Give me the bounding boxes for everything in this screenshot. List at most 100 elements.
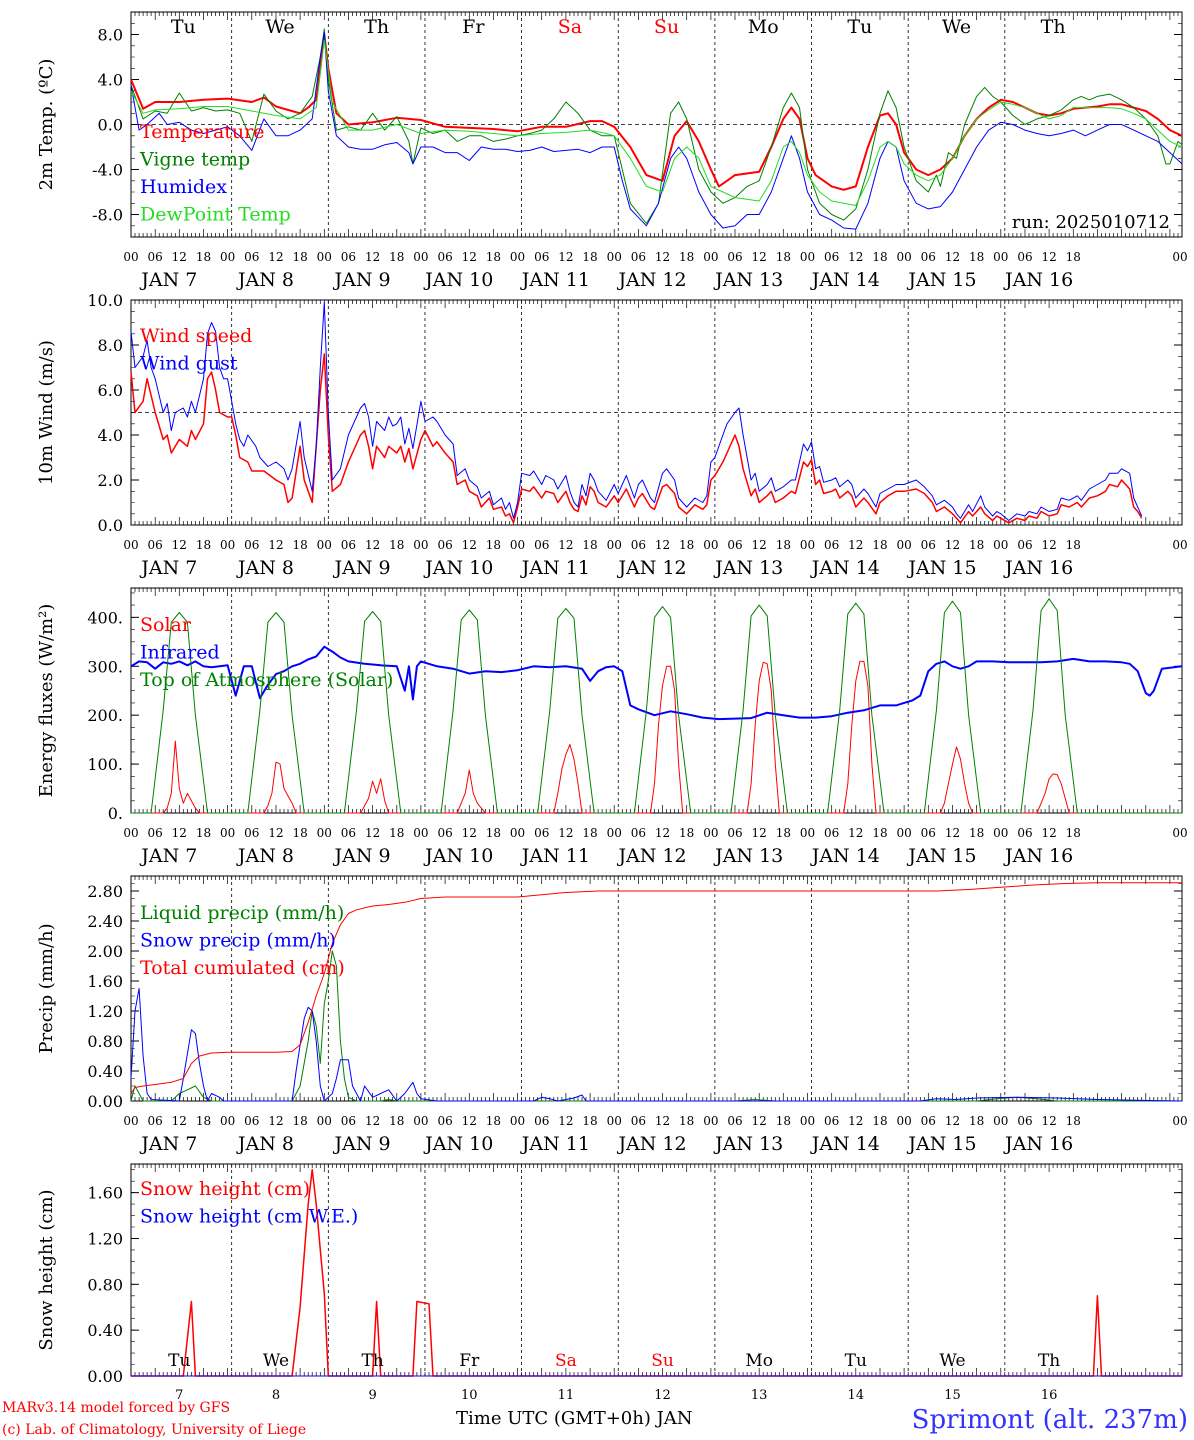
hour-tick-label: 18 (486, 538, 501, 552)
y-tick-label: 0.0 (98, 516, 123, 535)
weekday-label: Tu (171, 16, 196, 38)
station-label: Sprimont (alt. 237m) (912, 1405, 1188, 1435)
hour-tick-label: 12 (1041, 250, 1056, 264)
hour-tick-label: 12 (752, 826, 767, 840)
hour-tick-label: 12 (945, 538, 960, 552)
weekday-label: Sa (555, 1351, 577, 1371)
y-tick-label: 0.80 (87, 1032, 123, 1051)
y-tick-label: 1.20 (87, 1002, 123, 1021)
series-line-temp-0 (130, 33, 1183, 191)
hour-tick-label: 00 (897, 1114, 912, 1128)
hour-tick-label: 00 (317, 826, 332, 840)
hour-tick-label: 00 (123, 1114, 138, 1128)
hour-tick-label: 00 (317, 250, 332, 264)
day-number-label: 8 (272, 1388, 280, 1403)
series-line-wind-0 (130, 353, 1143, 524)
hour-tick-label: 00 (703, 538, 718, 552)
legend-entry: Vigne temp (139, 149, 250, 171)
legend-entry: Snow precip (mm/h) (140, 930, 336, 952)
hour-tick-label: 12 (268, 1114, 283, 1128)
legend-entry: Snow height (cm W.E.) (140, 1206, 358, 1228)
hour-tick-label: 00 (607, 250, 622, 264)
hour-tick-label: 00 (703, 826, 718, 840)
y-tick-label: 1.20 (87, 1229, 123, 1248)
hour-tick-label: 00 (993, 826, 1008, 840)
y-tick-label: -8.0 (92, 206, 123, 225)
weekday-label: Fr (459, 1351, 480, 1371)
date-label: JAN 15 (906, 557, 976, 579)
lab-credit: (c) Lab. of Climatology, University of L… (2, 1422, 306, 1438)
y-tick-label: 400. (87, 608, 123, 627)
weekday-label: Su (654, 16, 679, 38)
hour-tick-label: 18 (196, 250, 211, 264)
hour-tick-label: 12 (268, 538, 283, 552)
date-label: JAN 16 (1003, 269, 1073, 291)
date-label: JAN 12 (616, 845, 686, 867)
date-label: JAN 10 (423, 269, 493, 291)
date-label: JAN 9 (333, 1133, 391, 1155)
series-line-flux-1 (130, 645, 1183, 721)
hour-tick-label: 12 (848, 1114, 863, 1128)
y-tick-label: 4.0 (98, 71, 123, 90)
hour-tick-label: 18 (872, 538, 887, 552)
date-label: JAN 13 (713, 845, 783, 867)
y-tick-label: 1.60 (87, 1184, 123, 1203)
date-label: JAN 15 (906, 1133, 976, 1155)
day-number-label: 14 (848, 1388, 865, 1403)
hour-tick-label: 12 (848, 250, 863, 264)
hour-tick-label: 18 (679, 538, 694, 552)
hour-tick-label: 18 (582, 538, 597, 552)
hour-tick-label: 18 (969, 1114, 984, 1128)
y-tick-label: 0.40 (87, 1321, 123, 1340)
hour-tick-label: 12 (558, 826, 573, 840)
y-tick-label: -4.0 (92, 161, 123, 180)
panel-flux: 0. 100. 200. 300. 400. Energy fluxes (W/m²) So… (36, 587, 1188, 867)
hour-tick-label: 00 (220, 1114, 235, 1128)
day-number-label: 9 (368, 1388, 376, 1403)
hour-tick-label: 00 (510, 1114, 525, 1128)
day-number-label: 16 (1041, 1388, 1058, 1403)
panel-frame (130, 587, 1183, 814)
hour-tick-label: 00 (607, 538, 622, 552)
hour-tick-label: 00 (897, 250, 912, 264)
hour-tick-label: 18 (389, 826, 404, 840)
hour-tick-label: 00 (993, 1114, 1008, 1128)
panel-precip: 0.00 0.40 0.80 1.20 1.60 2.00 2.40 2.80 Precip (… (36, 875, 1188, 1155)
hour-tick-label: 12 (558, 538, 573, 552)
hour-tick-label: 00 (220, 826, 235, 840)
series-line-temp-1 (130, 28, 1183, 224)
hour-tick-label: 18 (196, 538, 211, 552)
weekday-label: Th (361, 1351, 383, 1371)
hour-tick-label: 12 (172, 538, 187, 552)
hour-tick-label: 18 (196, 1114, 211, 1128)
hour-tick-label: 12 (752, 250, 767, 264)
hour-tick-label: 06 (534, 250, 549, 264)
series-line-flux-0 (131, 660, 1182, 814)
hour-tick-label: 18 (776, 250, 791, 264)
hour-tick-label: 18 (486, 826, 501, 840)
hour-tick-label: 06 (534, 1114, 549, 1128)
date-label: JAN 11 (520, 269, 590, 291)
hour-tick-label: 00 (703, 250, 718, 264)
hour-tick-label: 18 (776, 1114, 791, 1128)
y-tick-label: 6.0 (98, 381, 123, 400)
weekday-label: Mo (745, 1351, 773, 1371)
date-label: JAN 13 (713, 557, 783, 579)
hour-tick-label: 00 (220, 250, 235, 264)
series-line-flux-2 (131, 598, 1182, 814)
hour-tick-label: 00 (800, 1114, 815, 1128)
hour-tick-label: 06 (437, 250, 452, 264)
hour-tick-label: 06 (631, 826, 646, 840)
date-label: JAN 14 (810, 269, 880, 291)
weekday-label: Mo (748, 16, 779, 38)
hour-tick-label: 18 (1066, 826, 1081, 840)
hour-tick-label: 00 (123, 250, 138, 264)
weekday-label: We (265, 16, 294, 38)
legend-entry: Total cumulated (cm) (140, 957, 345, 979)
date-label: JAN 13 (713, 1133, 783, 1155)
legend-entry: Infrared (140, 642, 220, 664)
hour-tick-label: 18 (872, 250, 887, 264)
hour-tick-label: 06 (921, 826, 936, 840)
hour-tick-label: 18 (679, 826, 694, 840)
panel-wind: 0.0 2.0 4.0 6.0 8.0 10.0 10m Wind (m/s) Wind sp… (36, 291, 1188, 579)
